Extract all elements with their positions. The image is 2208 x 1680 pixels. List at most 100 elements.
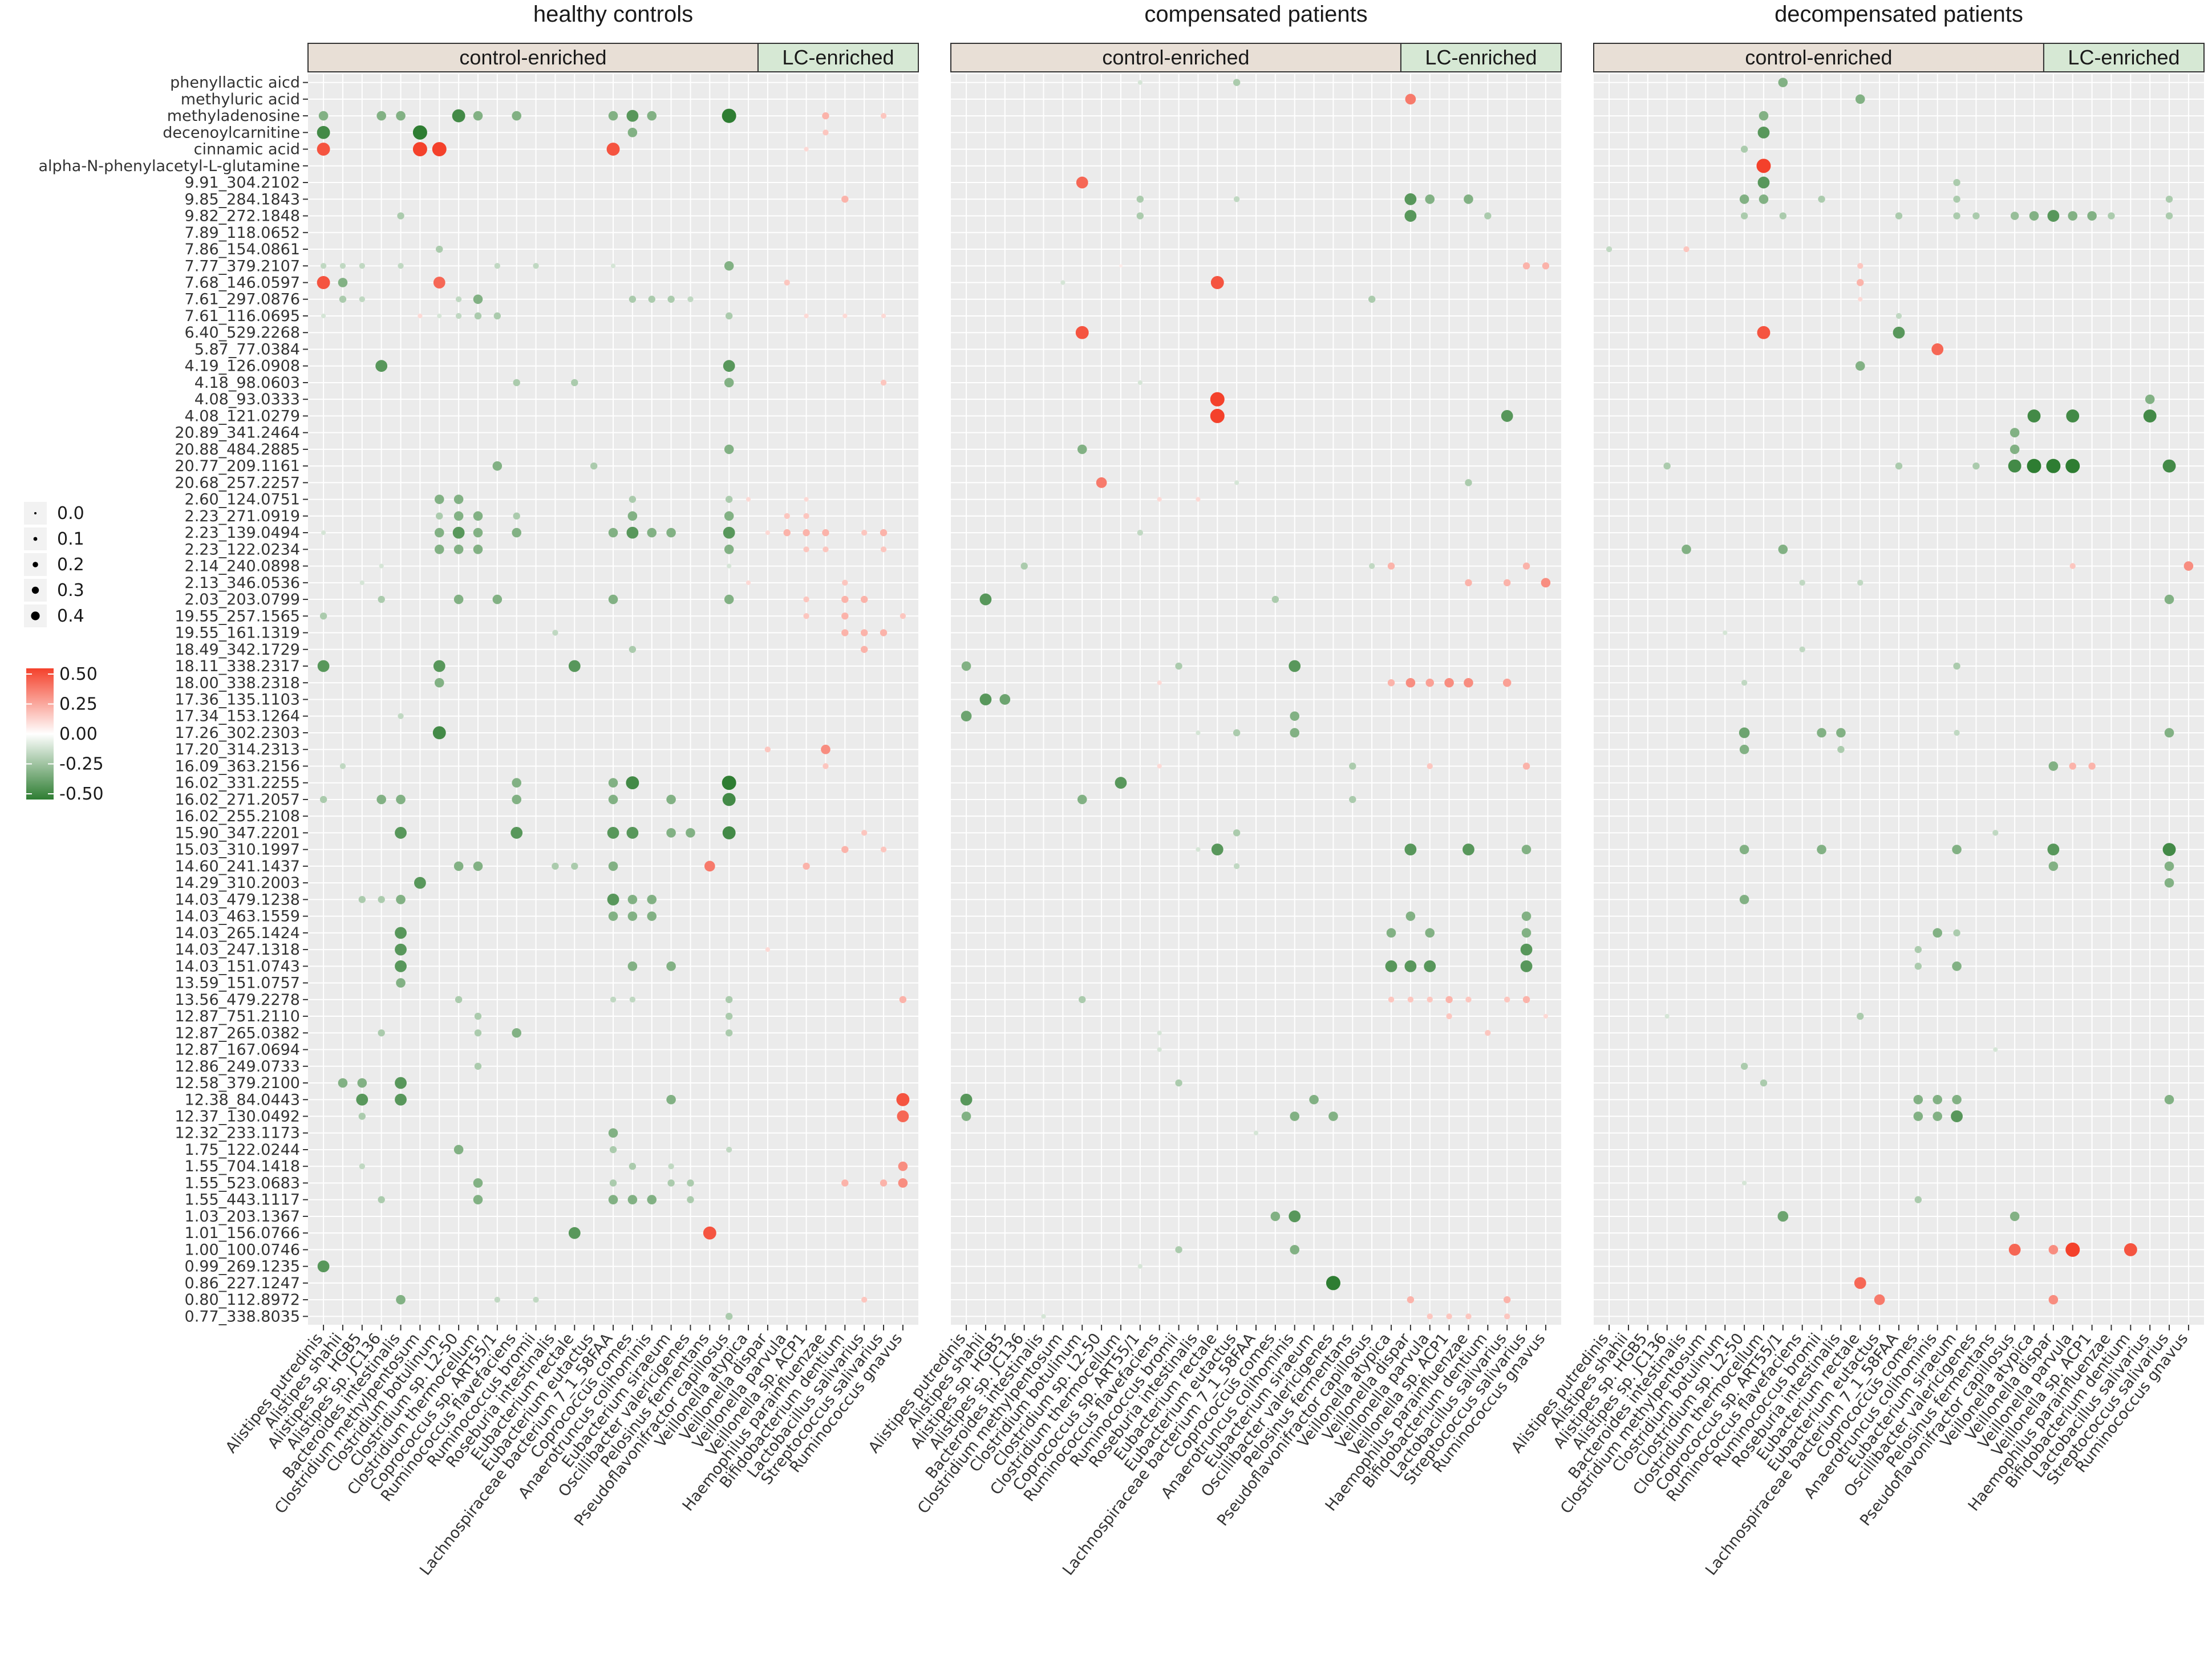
data-point	[1759, 194, 1769, 204]
data-point	[626, 827, 639, 839]
data-point	[803, 596, 809, 603]
data-point	[1932, 1111, 1943, 1121]
data-point	[396, 895, 406, 904]
data-point	[1818, 196, 1825, 203]
data-point	[1817, 845, 1826, 854]
data-point	[1388, 996, 1395, 1003]
y-tick-label: 12.87_167.0694	[175, 1041, 300, 1059]
data-point	[627, 895, 638, 904]
y-tick-label: 20.68_257.2257	[175, 474, 300, 492]
data-point	[629, 1163, 637, 1170]
data-point	[1857, 263, 1863, 269]
data-point	[880, 846, 887, 853]
data-point	[412, 142, 427, 157]
data-point	[1404, 193, 1417, 205]
data-point	[666, 527, 676, 538]
y-tick-label: 19.55_161.1319	[175, 624, 300, 642]
data-point	[434, 677, 444, 688]
data-point	[898, 1178, 908, 1188]
data-point	[319, 796, 327, 804]
data-point	[1953, 212, 1960, 220]
data-point	[1405, 94, 1416, 105]
data-point	[1115, 777, 1127, 789]
data-point	[1502, 679, 1512, 687]
colorbar-label: 0.25	[59, 695, 98, 715]
data-point	[1953, 178, 1960, 186]
data-point	[1175, 1246, 1182, 1253]
data-point	[1157, 1030, 1162, 1036]
data-point	[455, 996, 463, 1004]
data-point	[1520, 960, 1533, 972]
y-tick-label: 7.86_154.0861	[185, 241, 300, 258]
y-tick-label: 14.03_265.1424	[175, 924, 300, 942]
data-point	[1137, 529, 1143, 536]
data-point	[899, 996, 907, 1004]
data-point	[1993, 1047, 1998, 1052]
data-point	[356, 1093, 368, 1106]
data-point	[627, 511, 638, 521]
panel-1: healthy controls control-enriched LC-enric…	[38, 2, 919, 1579]
y-tick-label: 1.55_443.1117	[185, 1191, 300, 1209]
data-point	[1464, 194, 1473, 204]
data-point	[494, 263, 500, 269]
y-tick-label: 0.77_338.8035	[185, 1308, 300, 1325]
data-point	[666, 961, 676, 971]
data-point	[823, 129, 829, 136]
y-tick-label: 4.08_93.0333	[195, 391, 300, 408]
data-point	[1196, 497, 1201, 502]
data-point	[1952, 1094, 1962, 1105]
data-point	[647, 911, 657, 921]
y-tick-label: 12.87_265.0382	[175, 1024, 300, 1042]
data-point	[746, 580, 751, 585]
data-point	[1777, 1211, 1789, 1222]
data-point	[2164, 1094, 2174, 1105]
y-tick-label: 20.89_341.2464	[175, 424, 300, 442]
data-point	[880, 529, 888, 537]
data-point	[2065, 458, 2080, 473]
data-point	[1387, 679, 1395, 687]
data-point	[1462, 843, 1474, 856]
y-tick-label: 2.60_124.0751	[185, 491, 300, 509]
data-point	[1096, 477, 1107, 488]
data-point	[609, 1179, 617, 1187]
data-point	[608, 861, 618, 871]
data-point	[1931, 343, 1944, 355]
data-point	[841, 629, 849, 636]
data-points	[317, 108, 910, 1320]
panel-2: compensated patients control-enriched LC-e…	[865, 2, 1562, 1579]
data-point	[860, 646, 868, 653]
data-point	[896, 1093, 910, 1106]
data-point	[1404, 843, 1417, 856]
data-point	[687, 296, 694, 302]
data-point	[453, 1145, 464, 1155]
data-point	[629, 295, 637, 303]
data-point	[1893, 326, 1905, 339]
data-point	[687, 1179, 694, 1187]
data-point	[687, 1196, 694, 1203]
grid-lines	[308, 74, 918, 1325]
lc-enriched-label: LC-enriched	[2068, 46, 2179, 69]
data-point	[379, 563, 384, 569]
data-point	[473, 111, 483, 121]
data-point	[494, 1296, 500, 1303]
data-point	[1326, 1276, 1340, 1291]
control-enriched-strip	[1593, 43, 2044, 72]
data-point	[1817, 728, 1826, 738]
data-point	[1952, 845, 1962, 854]
data-point	[533, 1296, 539, 1303]
data-point	[1739, 895, 1749, 904]
data-point	[1760, 1079, 1768, 1087]
data-point	[1233, 196, 1240, 202]
size-legend-label: 0.3	[57, 581, 84, 600]
data-point	[667, 1179, 675, 1187]
data-point	[1953, 196, 1960, 203]
data-point	[629, 496, 637, 503]
data-point	[1445, 996, 1453, 1004]
data-point	[473, 527, 483, 538]
data-point	[841, 612, 849, 620]
data-point	[1522, 762, 1530, 770]
data-point	[359, 263, 365, 269]
data-point	[1233, 829, 1241, 837]
data-point	[1405, 911, 1416, 921]
